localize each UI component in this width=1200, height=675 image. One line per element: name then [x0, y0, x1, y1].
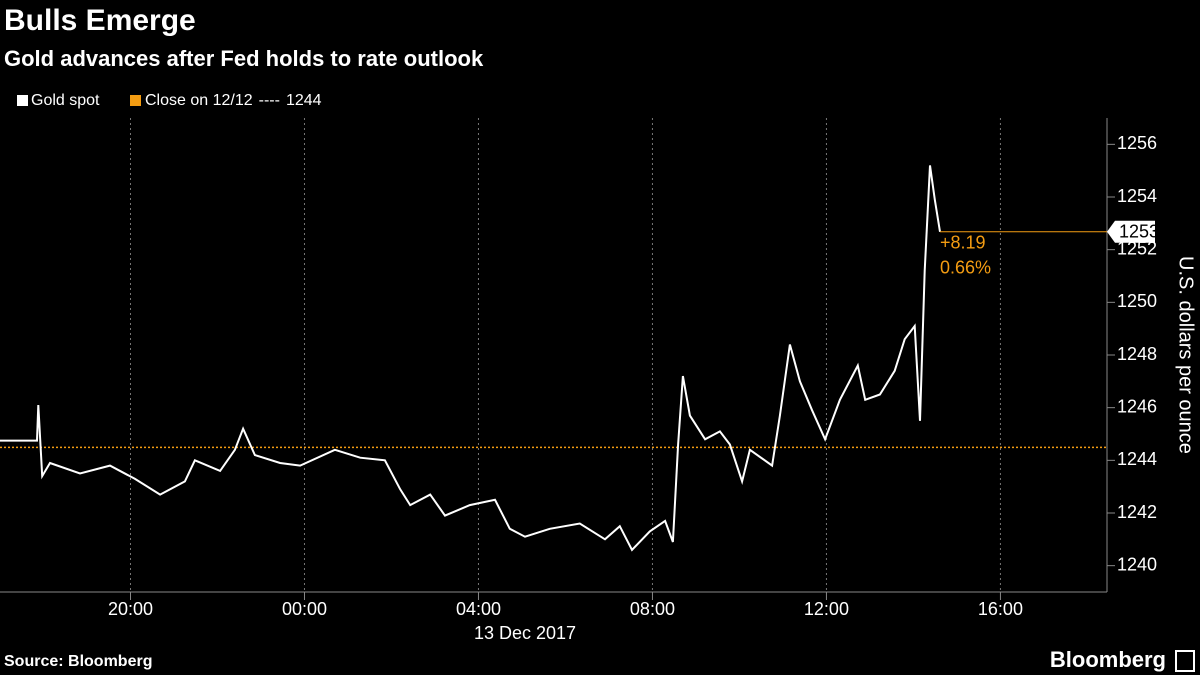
- x-tick-label: 08:00: [630, 599, 675, 619]
- brand: Bloomberg: [1050, 647, 1166, 672]
- x-tick-label: 00:00: [282, 599, 327, 619]
- y-tick-label: 1244: [1117, 449, 1157, 469]
- legend-swatch: [17, 95, 28, 106]
- y-tick-label: 1256: [1117, 133, 1157, 153]
- y-axis-label: U.S. dollars per ounce: [1175, 256, 1197, 454]
- legend-value: 1244: [286, 92, 322, 109]
- date-label: 13 Dec 2017: [474, 623, 576, 643]
- price-line: [0, 165, 941, 552]
- chart-subtitle: Gold advances after Fed holds to rate ou…: [4, 46, 484, 71]
- y-tick-label: 1250: [1117, 291, 1157, 311]
- x-tick-label: 04:00: [456, 599, 501, 619]
- change-label: +8.19: [940, 233, 986, 253]
- x-tick-label: 20:00: [108, 599, 153, 619]
- y-tick-label: 1246: [1117, 396, 1157, 416]
- change-pct-label: 0.66%: [940, 258, 991, 278]
- source: Source: Bloomberg: [4, 653, 152, 670]
- legend-separator: ----: [259, 92, 280, 109]
- y-tick-label: 1240: [1117, 554, 1157, 574]
- y-tick-label: 1252: [1117, 238, 1157, 258]
- legend-label: Gold spot: [31, 92, 100, 109]
- x-tick-label: 12:00: [804, 599, 849, 619]
- y-tick-label: 1248: [1117, 344, 1157, 364]
- legend-swatch: [130, 95, 141, 106]
- legend-label: Close on 12/12: [145, 92, 253, 109]
- last-price-label: 1253: [1119, 222, 1159, 242]
- chart-title: Bulls Emerge: [4, 4, 196, 37]
- x-tick-label: 16:00: [978, 599, 1023, 619]
- y-tick-label: 1242: [1117, 502, 1157, 522]
- y-tick-label: 1254: [1117, 186, 1157, 206]
- brand-icon: [1175, 650, 1195, 672]
- last-price-flag: [1107, 220, 1155, 243]
